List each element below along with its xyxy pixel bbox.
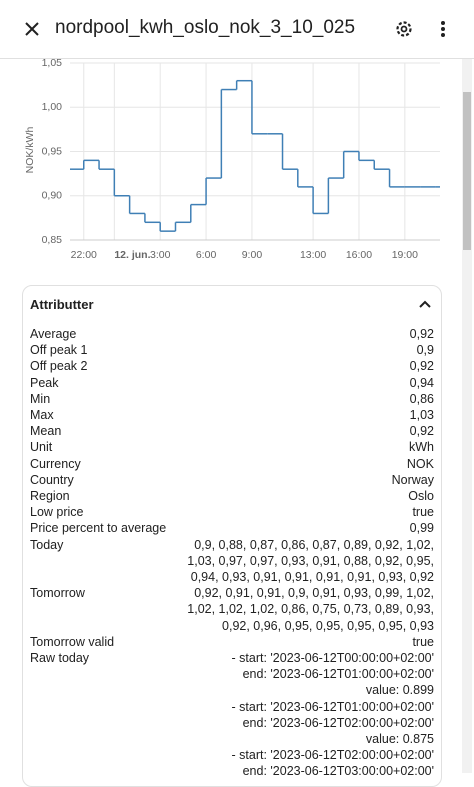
attribute-key: Peak [30,375,59,390]
attribute-key: Currency [30,456,81,471]
x-tick-label: 22:00 [71,249,97,261]
attribute-key: Max [30,408,54,422]
attribute-key: Country [30,472,74,487]
attribute-key: Price percent to average [30,521,167,536]
x-tick-label: 13:00 [300,249,326,261]
y-tick-label: 1,05 [42,59,63,69]
attribute-value: 1,03, 0,97, 0,97, 0,93, 0,91, 0,88, 0,92… [187,553,434,568]
attribute-value: - start: '2023-06-12T02:00:00+02:00' [231,748,434,763]
attribute-key: Tomorrow valid [30,634,115,649]
attribute-key: Off peak 2 [30,359,88,374]
y-tick-label: 0,90 [42,190,63,202]
x-tick-label: 3:00 [150,249,171,261]
attribute-value: true [412,634,434,649]
attribute-value: 0,99 [409,521,434,536]
attribute-value: 0,92 [409,424,434,439]
scrollbar-thumb[interactable] [463,92,471,250]
attribute-key: Min [30,391,51,406]
attribute-value: value: 0.899 [365,683,434,698]
attribute-value: 0,9, 0,88, 0,87, 0,86, 0,87, 0,89, 0,92,… [194,537,434,552]
dialog-header: nordpool_kwh_oslo_nok_3_10_025 [0,0,474,59]
attribute-value: 1,02, 1,02, 1,02, 0,86, 0,75, 0,73, 0,89… [187,602,434,617]
attribute-value: - start: '2023-06-12T00:00:00+02:00' [231,651,434,665]
attribute-key: Average [30,327,77,341]
collapse-icon[interactable] [417,296,433,312]
attribute-value: 0,92 [409,327,434,341]
attribute-value: true [412,505,434,520]
x-tick-label: 6:00 [196,249,217,261]
attribute-key: Unit [30,440,53,455]
attribute-key: Raw today [30,651,90,665]
attribute-value: 0,94 [409,375,434,390]
attribute-key: Low price [30,505,84,520]
dialog-title: nordpool_kwh_oslo_nok_3_10_025 [55,17,356,38]
card-title: Attributter [30,297,94,312]
attribute-value: - start: '2023-06-12T01:00:00+02:00' [231,699,434,714]
attribute-value: 0,92 [409,359,434,374]
attribute-key: Off peak 1 [30,343,88,358]
attribute-value: 0,9 [416,343,434,358]
attribute-value: Norway [391,472,434,487]
x-tick-label: 19:00 [392,249,418,261]
attribute-value: kWh [409,440,434,455]
y-axis-label: NOK/kWh [24,127,36,174]
attribute-key: Tomorrow [30,586,85,601]
attribute-value: 0,92, 0,91, 0,91, 0,9, 0,91, 0,93, 0,99,… [194,586,434,601]
x-tick-label: 16:00 [346,249,372,261]
close-button[interactable] [23,20,41,38]
attribute-value: 0,94, 0,93, 0,91, 0,91, 0,91, 0,91, 0,93… [190,570,434,584]
y-tick-label: 0,95 [42,145,63,157]
y-tick-label: 0,85 [42,234,63,246]
chart: NOK/kWh 0,85 0,90 0,95 1,00 1,05 22:00 12. jun… [24,59,440,261]
attribute-value: end: '2023-06-12T01:00:00+02:00' [242,667,434,682]
settings-button[interactable] [394,19,414,39]
scrollbar[interactable] [462,59,472,773]
attribute-value: Oslo [408,489,434,503]
attribute-value: 0,86 [409,391,434,406]
x-tick-label: 9:00 [242,249,263,261]
attributes-card: Attributter Average 0,92 Off peak 1 0,9 Off … [22,285,442,787]
attribute-key: Mean [30,424,62,439]
x-tick-label: 12. jun. [114,249,150,261]
attribute-key: Today [30,537,64,552]
attribute-value: end: '2023-06-12T02:00:00+02:00' [242,715,434,730]
menu-button[interactable] [436,19,450,39]
attribute-value: 1,03 [409,408,434,422]
attribute-value: 0,92, 0,96, 0,95, 0,95, 0,95, 0,95, 0,93 [222,618,434,633]
attribute-value: end: '2023-06-12T03:00:00+02:00' [242,764,434,779]
y-tick-label: 1,00 [42,101,63,113]
attribute-value: value: 0.875 [365,732,434,746]
attribute-key: Region [30,489,70,503]
attribute-value: NOK [406,456,434,471]
